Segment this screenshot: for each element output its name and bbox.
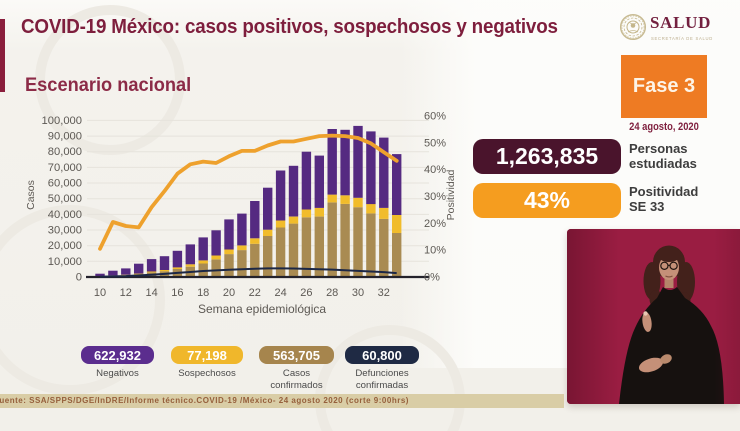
- svg-text:10,000: 10,000: [48, 256, 82, 268]
- svg-text:50%: 50%: [424, 137, 446, 149]
- svg-text:80,000: 80,000: [48, 146, 82, 158]
- svg-text:16: 16: [171, 287, 183, 299]
- svg-text:12: 12: [120, 287, 132, 299]
- svg-text:20: 20: [223, 287, 235, 299]
- svg-text:10%: 10%: [424, 245, 446, 257]
- svg-text:50,000: 50,000: [48, 193, 82, 205]
- svg-text:20%: 20%: [424, 218, 446, 230]
- svg-text:60,000: 60,000: [48, 178, 82, 190]
- svg-text:Positividad: Positividad: [445, 169, 457, 220]
- svg-text:30,000: 30,000: [48, 225, 82, 237]
- svg-text:30%: 30%: [424, 191, 446, 203]
- svg-text:Casos: Casos: [25, 180, 37, 210]
- svg-text:14: 14: [145, 287, 157, 299]
- svg-text:100,000: 100,000: [42, 115, 82, 127]
- svg-text:28: 28: [326, 287, 338, 299]
- svg-text:0: 0: [76, 272, 82, 284]
- svg-text:40%: 40%: [424, 164, 446, 176]
- svg-text:30: 30: [352, 287, 364, 299]
- svg-text:Semana epidemiológica: Semana epidemiológica: [198, 302, 326, 316]
- svg-text:60%: 60%: [424, 111, 446, 123]
- svg-text:18: 18: [197, 287, 209, 299]
- svg-text:26: 26: [300, 287, 312, 299]
- svg-text:24: 24: [274, 287, 286, 299]
- svg-text:32: 32: [378, 287, 390, 299]
- svg-text:10: 10: [94, 287, 106, 299]
- svg-text:70,000: 70,000: [48, 162, 82, 174]
- svg-text:20,000: 20,000: [48, 240, 82, 252]
- svg-text:40,000: 40,000: [48, 209, 82, 221]
- svg-text:22: 22: [249, 287, 261, 299]
- svg-text:0%: 0%: [424, 272, 440, 284]
- svg-text:90,000: 90,000: [48, 131, 82, 143]
